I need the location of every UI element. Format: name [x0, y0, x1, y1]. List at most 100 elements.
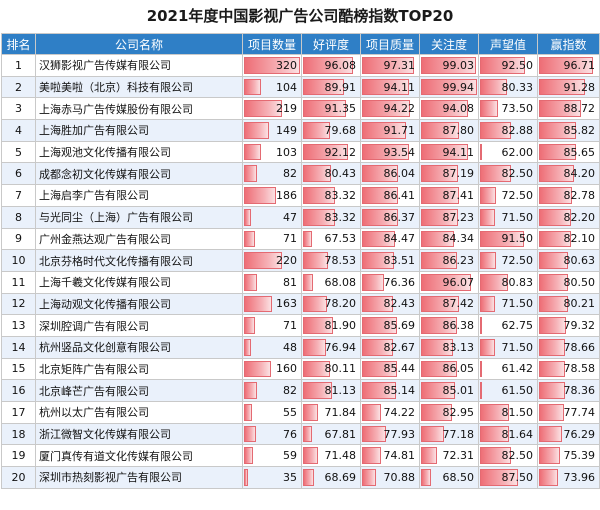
rating-value: 91.35 — [324, 102, 357, 116]
rating-cell: 91.35 — [301, 97, 361, 121]
header-rating: 好评度 — [301, 33, 361, 55]
rank-cell: 19 — [1, 444, 36, 468]
index-value: 80.63 — [563, 254, 596, 268]
index-value: 82.20 — [563, 210, 596, 224]
table-row: 4 上海胜加广告有限公司 149 79.68 91.71 87.80 82.88 85.82 — [1, 119, 600, 142]
rating-data-bar — [303, 469, 314, 486]
rank-cell: 8 — [1, 205, 36, 229]
attention-cell: 94.11 — [419, 140, 479, 164]
index-cell: 85.65 — [537, 140, 600, 164]
rating-value: 67.81 — [324, 427, 357, 441]
prestige-data-bar — [480, 252, 497, 269]
attention-cell: 72.31 — [419, 444, 479, 468]
count-value: 35 — [283, 470, 297, 484]
prestige-cell: 71.50 — [478, 335, 538, 359]
rank-cell: 11 — [1, 270, 36, 294]
quality-data-bar — [362, 360, 397, 378]
index-cell: 82.78 — [537, 184, 600, 207]
attention-value: 87.41 — [442, 188, 475, 202]
index-cell: 80.63 — [537, 249, 600, 272]
prestige-value: 71.50 — [501, 340, 534, 354]
count-value: 186 — [276, 188, 297, 202]
count-cell: 320 — [242, 54, 302, 77]
quality-cell: 82.43 — [360, 292, 420, 316]
count-value: 47 — [283, 210, 297, 224]
quality-data-bar — [362, 425, 386, 443]
count-value: 220 — [276, 254, 297, 268]
company-name-cell: 上海千羲文化传媒有限公司 — [35, 270, 243, 294]
quality-cell: 85.69 — [360, 314, 420, 337]
attention-value: 99.94 — [442, 80, 475, 94]
rating-cell: 67.81 — [301, 422, 361, 446]
quality-cell: 93.54 — [360, 140, 420, 164]
table-row: 17 杭州以太广告有限公司 55 71.84 74.22 82.95 81.50 77.74 — [1, 401, 600, 424]
quality-data-bar — [362, 165, 398, 183]
rank-cell: 2 — [1, 75, 36, 99]
attention-value: 87.23 — [442, 210, 475, 224]
count-data-bar — [244, 447, 253, 465]
count-data-bar — [244, 338, 251, 356]
company-name-cell: 上海动观文化传播有限公司 — [35, 292, 243, 316]
rank-cell: 16 — [1, 379, 36, 402]
quality-cell: 86.37 — [360, 205, 420, 229]
prestige-cell: 61.50 — [478, 379, 538, 402]
prestige-value: 62.75 — [501, 319, 534, 333]
rank-cell: 5 — [1, 140, 36, 164]
rating-value: 71.48 — [324, 449, 357, 463]
rating-data-bar — [303, 100, 347, 118]
prestige-value: 72.50 — [501, 254, 534, 268]
quality-data-bar — [362, 78, 410, 96]
table-row: 3 上海赤马广告传媒股份有限公司 219 91.35 94.22 94.08 73.50 88… — [1, 97, 600, 121]
attention-value: 68.50 — [442, 470, 475, 484]
index-data-bar — [539, 382, 565, 399]
company-name-cell: 上海启李广告有限公司 — [35, 184, 243, 207]
rating-cell: 68.69 — [301, 466, 361, 489]
quality-value: 94.11 — [383, 80, 416, 94]
rating-value: 67.53 — [324, 232, 357, 246]
attention-data-bar — [421, 360, 457, 378]
rating-cell: 81.13 — [301, 379, 361, 402]
prestige-cell: 73.50 — [478, 97, 538, 121]
index-cell: 75.39 — [537, 444, 600, 468]
company-name-cell: 广州金燕达观广告有限公司 — [35, 227, 243, 251]
attention-value: 87.42 — [442, 297, 475, 311]
prestige-data-bar — [480, 57, 526, 74]
prestige-cell: 71.50 — [478, 292, 538, 316]
prestige-data-bar — [480, 208, 495, 226]
rating-data-bar — [303, 295, 328, 313]
prestige-cell: 72.50 — [478, 184, 538, 207]
count-data-bar — [244, 404, 252, 421]
company-name-cell: 上海观池文化传播有限公司 — [35, 140, 243, 164]
index-value: 78.36 — [563, 384, 596, 398]
attention-value: 86.05 — [442, 362, 475, 376]
prestige-value: 62.00 — [501, 145, 534, 159]
company-name-cell: 与光同尘（上海）广告有限公司 — [35, 205, 243, 229]
prestige-cell: 81.64 — [478, 422, 538, 446]
attention-value: 82.95 — [442, 405, 475, 419]
attention-value: 94.11 — [442, 145, 475, 159]
rating-data-bar — [303, 208, 335, 226]
prestige-data-bar — [480, 78, 508, 96]
attention-data-bar — [421, 208, 459, 226]
count-cell: 220 — [242, 249, 302, 272]
count-cell: 163 — [242, 292, 302, 316]
quality-value: 93.54 — [383, 145, 416, 159]
prestige-cell: 80.33 — [478, 75, 538, 99]
attention-data-bar — [421, 57, 476, 74]
index-cell: 82.20 — [537, 205, 600, 229]
count-data-bar — [244, 360, 271, 378]
quality-value: 83.51 — [383, 254, 416, 268]
quality-value: 85.14 — [383, 384, 416, 398]
prestige-cell: 80.83 — [478, 270, 538, 294]
index-cell: 88.72 — [537, 97, 600, 121]
index-data-bar — [539, 425, 562, 443]
attention-value: 86.38 — [442, 319, 475, 333]
count-cell: 82 — [242, 379, 302, 402]
quality-value: 86.04 — [383, 167, 416, 181]
count-data-bar — [244, 425, 256, 443]
index-value: 85.65 — [563, 145, 596, 159]
prestige-data-bar — [480, 100, 498, 118]
index-data-bar — [539, 230, 571, 248]
index-cell: 82.10 — [537, 227, 600, 251]
